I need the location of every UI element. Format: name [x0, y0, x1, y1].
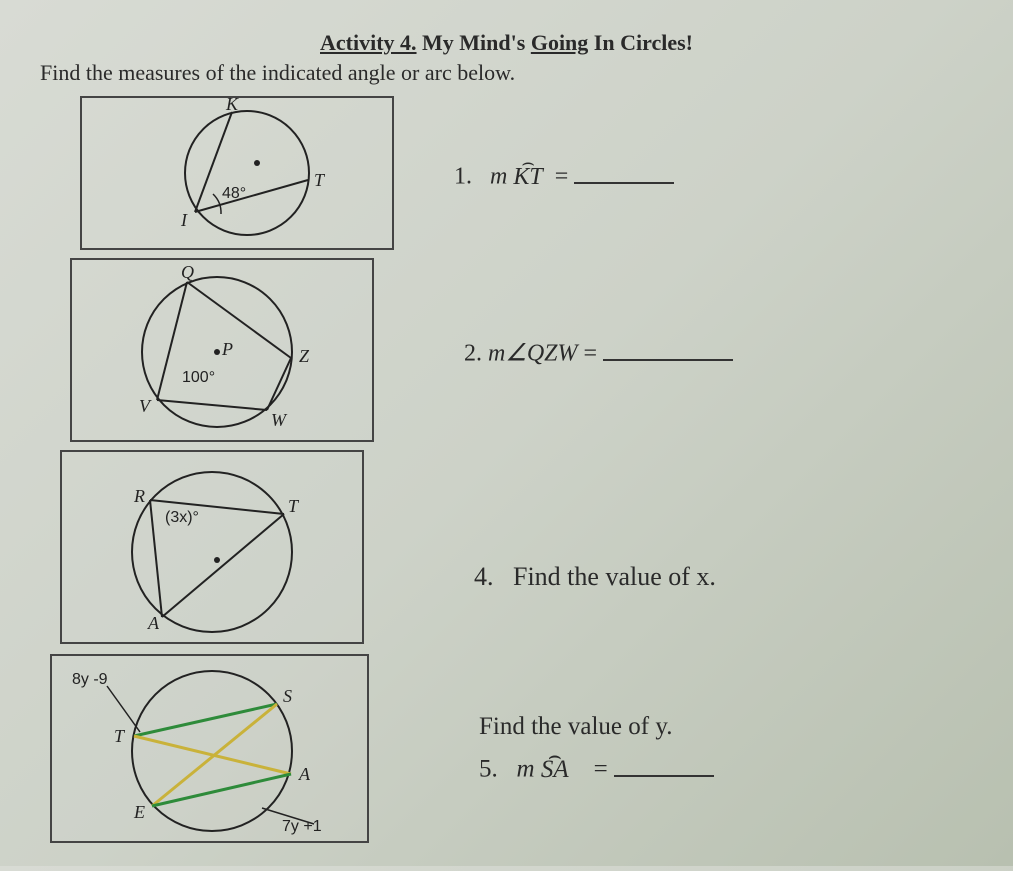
question-1: 1. m ⌢ KT =	[454, 155, 674, 190]
svg-text:A: A	[147, 613, 160, 633]
row-4: T S A E 8y -9 7y +1 Find the value of y. 5. m…	[40, 654, 973, 843]
arc-symbol-2: ⌢	[541, 744, 569, 769]
svg-text:E: E	[133, 802, 145, 822]
q5-number: 5.	[479, 756, 498, 783]
svg-text:(3x)°: (3x)°	[165, 509, 199, 526]
figure-2-box: Q Z W V P 100°	[70, 258, 374, 442]
title-underlined: Going	[531, 30, 588, 55]
figure-3-box: R T A (3x)°	[60, 450, 364, 644]
q1-blank	[574, 155, 674, 183]
q2-blank	[603, 332, 733, 360]
q2-eq: =	[584, 341, 598, 367]
svg-text:7y +1: 7y +1	[282, 818, 322, 835]
q2-expr: m∠QZW	[488, 341, 578, 367]
activity-title: Activity 4. My Mind's Going In Circles!	[40, 30, 973, 56]
figure-4-box: T S A E 8y -9 7y +1	[50, 654, 369, 843]
row-3: R T A (3x)° 4. Find the value of x.	[40, 450, 973, 644]
figure-1-box: K T I 48°	[80, 96, 394, 250]
figure-3-svg: R T A (3x)°	[62, 452, 362, 642]
svg-text:V: V	[139, 396, 152, 416]
question-2: 2. m∠QZW =	[464, 332, 733, 367]
svg-text:A: A	[298, 764, 311, 784]
svg-text:T: T	[114, 726, 126, 746]
svg-text:Z: Z	[299, 346, 310, 366]
figure-2-svg: Q Z W V P 100°	[72, 260, 372, 440]
q1-m: m	[490, 164, 507, 190]
svg-text:W: W	[271, 410, 288, 430]
title-text-1: My Mind's	[422, 30, 525, 55]
q2-number: 2.	[464, 341, 482, 367]
title-tail: In Circles!	[594, 30, 693, 55]
svg-text:Q: Q	[181, 262, 194, 282]
question-5: Find the value of y. 5. m ⌢ SA =	[479, 713, 714, 784]
q5-eq: =	[594, 756, 608, 783]
q1-number: 1.	[454, 164, 472, 190]
svg-text:T: T	[288, 496, 300, 516]
svg-text:K: K	[225, 98, 239, 114]
q5-blank	[614, 747, 714, 777]
row-1: K T I 48° 1. m ⌢ KT =	[40, 96, 973, 250]
svg-text:8y -9: 8y -9	[72, 671, 108, 688]
q5-arc: ⌢ SA	[541, 756, 569, 784]
svg-text:T: T	[314, 170, 326, 190]
q5-m: m	[517, 756, 535, 783]
q1-eq: =	[555, 164, 569, 190]
q5-pretext: Find the value of y.	[479, 713, 714, 741]
svg-text:I: I	[180, 210, 188, 230]
question-4: 4. Find the value of x.	[474, 562, 716, 592]
arc-symbol: ⌢	[513, 152, 542, 175]
svg-text:P: P	[221, 339, 233, 359]
q4-text: Find the value of x.	[513, 562, 716, 591]
q1-arc: ⌢ KT	[513, 164, 542, 191]
activity-label: Activity 4.	[320, 30, 417, 55]
svg-text:100°: 100°	[182, 369, 215, 386]
svg-text:S: S	[283, 686, 292, 706]
instruction-text: Find the measures of the indicated angle…	[40, 60, 973, 86]
svg-text:R: R	[133, 486, 145, 506]
svg-text:48°: 48°	[222, 185, 246, 202]
figure-1-svg: K T I 48°	[82, 98, 392, 248]
row-2: Q Z W V P 100° 2. m∠QZW =	[40, 258, 973, 442]
q4-number: 4.	[474, 562, 494, 591]
figure-4-svg: T S A E 8y -9 7y +1	[52, 656, 367, 841]
